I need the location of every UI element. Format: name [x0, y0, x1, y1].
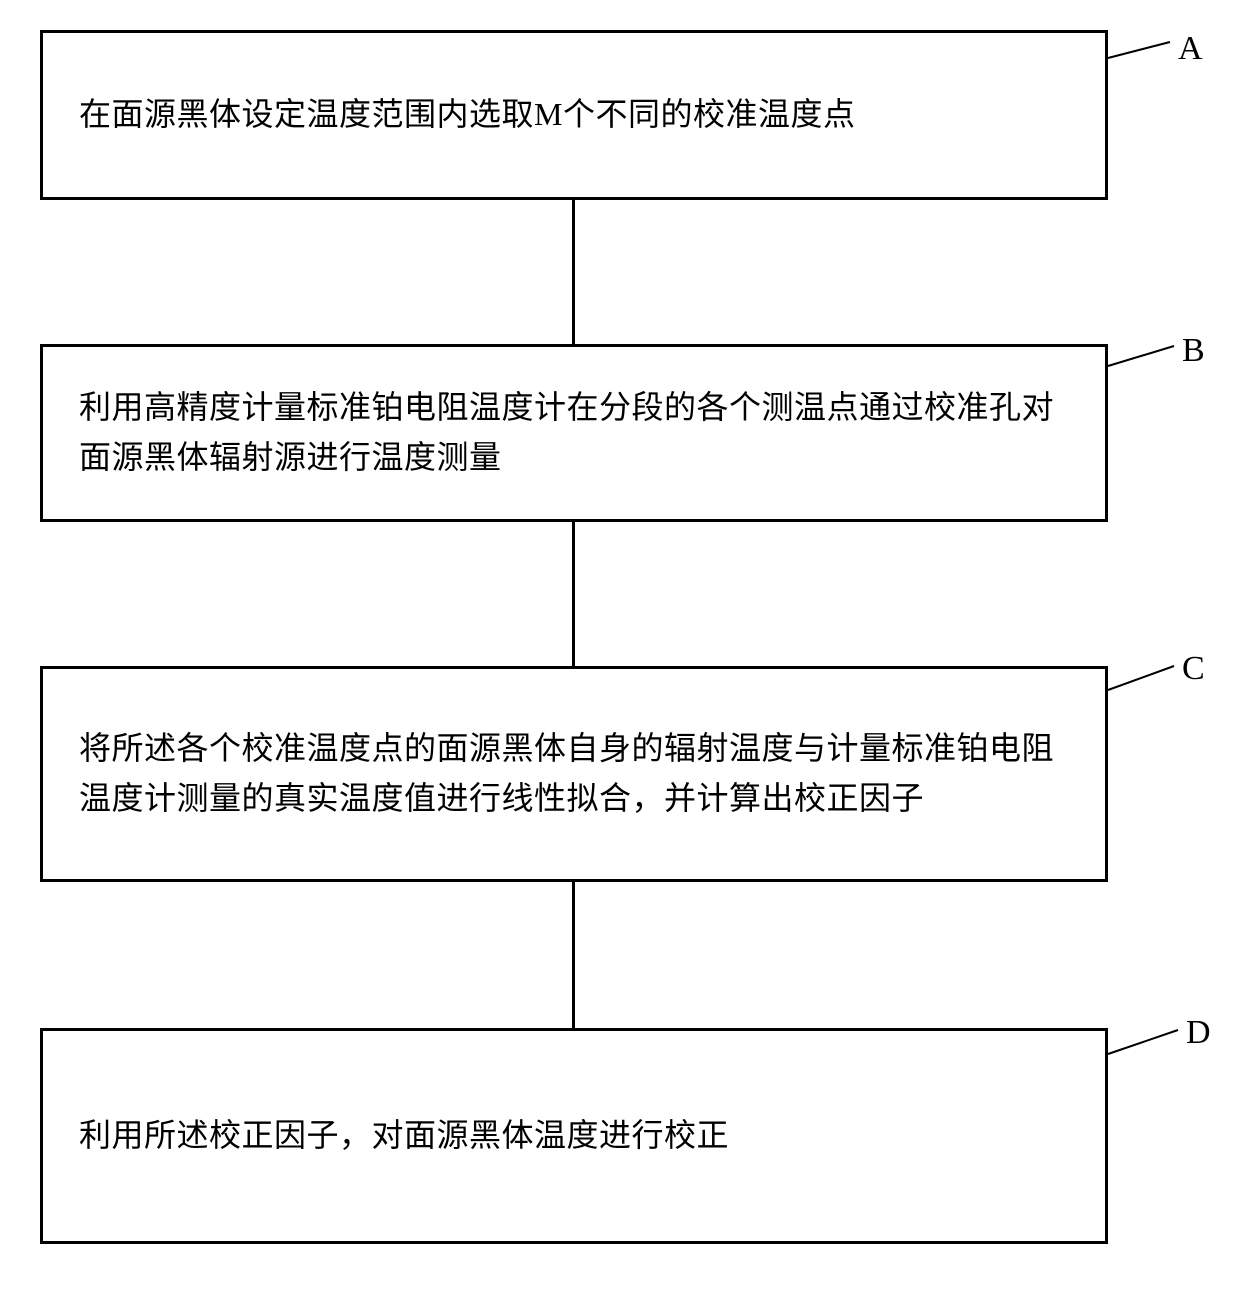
flow-node-c: 将所述各个校准温度点的面源黑体自身的辐射温度与计量标准铂电阻温度计测量的真实温度…	[40, 666, 1108, 882]
connector-b-c	[572, 522, 575, 666]
flow-node-a-text: 在面源黑体设定温度范围内选取M个不同的校准温度点	[79, 90, 855, 140]
connector-a-b	[572, 200, 575, 344]
flow-label-c: C	[1182, 650, 1205, 688]
flowchart-canvas: 在面源黑体设定温度范围内选取M个不同的校准温度点 A 利用高精度计量标准铂电阻温…	[0, 0, 1240, 1294]
flow-label-d: D	[1186, 1014, 1211, 1052]
flow-node-d-text: 利用所述校正因子，对面源黑体温度进行校正	[79, 1111, 729, 1161]
connector-c-d	[572, 882, 575, 1028]
flow-node-b-text: 利用高精度计量标准铂电阻温度计在分段的各个测温点通过校准孔对面源黑体辐射源进行温…	[79, 383, 1069, 482]
flow-node-a: 在面源黑体设定温度范围内选取M个不同的校准温度点	[40, 30, 1108, 200]
flow-node-b: 利用高精度计量标准铂电阻温度计在分段的各个测温点通过校准孔对面源黑体辐射源进行温…	[40, 344, 1108, 522]
flow-label-b: B	[1182, 332, 1205, 370]
flow-label-a: A	[1178, 30, 1203, 68]
flow-node-d: 利用所述校正因子，对面源黑体温度进行校正	[40, 1028, 1108, 1244]
flow-node-c-text: 将所述各个校准温度点的面源黑体自身的辐射温度与计量标准铂电阻温度计测量的真实温度…	[79, 724, 1069, 823]
